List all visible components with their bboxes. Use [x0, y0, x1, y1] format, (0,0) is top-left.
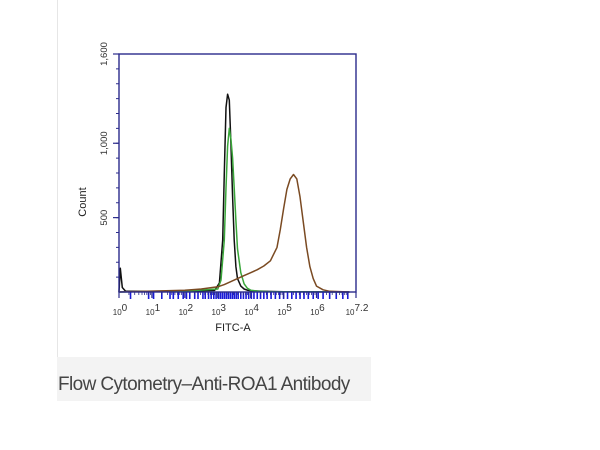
x-tick-label: 103	[212, 303, 227, 317]
figure-caption: Flow Cytometry–Anti-ROA1 Antibody	[58, 374, 350, 395]
left-divider	[57, 0, 58, 400]
y-tick-label: 1,600	[99, 42, 110, 66]
y-axis: 500 1,000 1,600	[99, 42, 119, 278]
x-axis: 100 101 102 103 104 105 106 107.2	[113, 292, 369, 317]
plot-frame	[118, 53, 357, 293]
y-tick-label: 1,000	[99, 131, 110, 155]
x-axis-label: FITC-A	[215, 322, 251, 334]
x-tick-label: 101	[146, 303, 161, 317]
histogram-series-2	[118, 127, 350, 293]
plot-series-layer	[118, 93, 350, 293]
x-tick-label: 106	[310, 303, 325, 317]
rug-layer	[129, 292, 349, 299]
x-tick-label: 102	[179, 303, 194, 317]
histogram-series-3	[118, 173, 350, 293]
caption-bar	[57, 357, 371, 401]
x-tick-label: 104	[244, 303, 259, 317]
y-tick-label: 500	[99, 210, 110, 226]
x-tick-label: 100	[113, 303, 128, 317]
x-tick-label: 105	[277, 303, 292, 317]
x-tick-label: 107.2	[346, 303, 369, 317]
y-axis-label: Count	[77, 187, 89, 216]
